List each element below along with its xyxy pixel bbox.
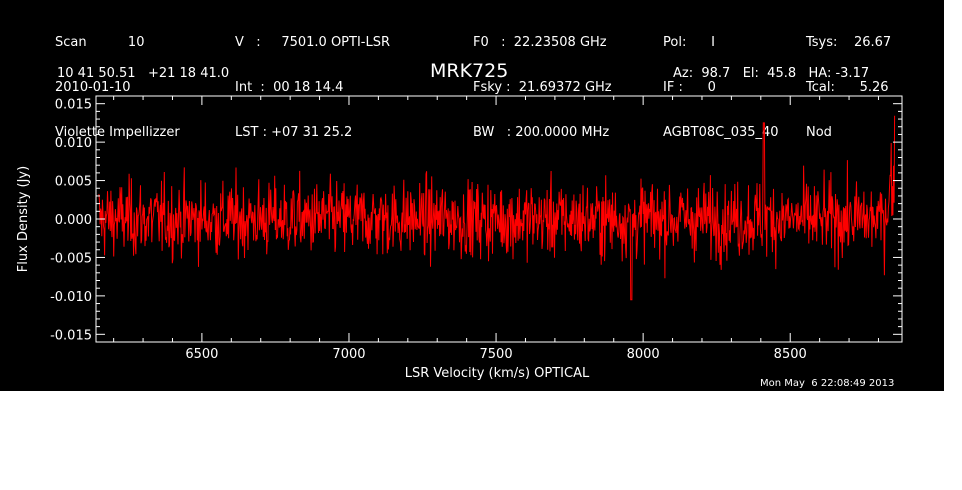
plot-panel: Scan 10 2010-01-10 Violette Impellizzer … [0, 0, 944, 391]
f0-label: F0 : 22.23508 GHz [473, 35, 607, 50]
x-tick-label: 7000 [332, 347, 365, 362]
y-axis: -0.015 -0.010 -0.005 0.000 0.005 0.010 0.015 [50, 98, 902, 343]
project-label: AGBT08C_035_40 [663, 125, 779, 140]
spectrum-chart: 6500 7000 7500 8000 8500 -0.015 -0.010 -0.005 0… [16, 95, 903, 381]
y-tick-label: -0.015 [50, 328, 92, 343]
header-velocity-info: V : 7501.0 OPTI-LSR Int : 00 18 14.4 LST… [235, 5, 390, 170]
x-tick-label: 6500 [185, 347, 218, 362]
y-tick-label: 0.000 [55, 213, 92, 228]
x-axis-label: LSR Velocity (km/s) OPTICAL [405, 366, 590, 381]
header-frequency-info: F0 : 22.23508 GHz Fsky : 21.69372 GHz BW… [473, 5, 612, 170]
y-axis-label: Flux Density (Jy) [16, 166, 31, 272]
x-tick-label: 7500 [480, 347, 513, 362]
x-tick-label: 8000 [627, 347, 660, 362]
mode-label: Nod [806, 125, 832, 140]
header-tsys-info: Tsys: 26.67 Tcal: 5.26 Nod [806, 5, 891, 170]
lst-label: LST : +07 31 25.2 [235, 125, 353, 140]
spectrum-trace-layer [98, 115, 896, 301]
fsky-label: Fsky : 21.69372 GHz [473, 80, 612, 95]
scan-label: Scan 10 [55, 35, 145, 50]
tcal-label: Tcal: 5.26 [806, 80, 889, 95]
timestamp: Mon May 6 22:08:49 2013 [760, 378, 895, 389]
y-tick-label: -0.005 [50, 251, 92, 266]
date-label: 2010-01-10 [55, 80, 131, 95]
y-tick-label: 0.010 [55, 136, 92, 151]
observer-label: Violette Impellizzer [55, 125, 180, 140]
spectrum-line [98, 115, 896, 301]
source-title: MRK725 [430, 60, 509, 82]
y-tick-label: 0.015 [55, 98, 92, 113]
x-axis: 6500 7000 7500 8000 8500 [113, 96, 879, 362]
pointing-info: Az: 98.7 El: 45.8 HA: -3.17 [673, 66, 870, 81]
bandwidth-label: BW : 200.0000 MHz [473, 125, 610, 140]
source-coordinates: 10 41 50.51 +21 18 41.0 [57, 66, 230, 81]
if-label: IF : 0 [663, 80, 716, 95]
tsys-label: Tsys: 26.67 [806, 35, 892, 50]
velocity-label: V : 7501.0 OPTI-LSR [235, 35, 391, 50]
integration-label: Int : 00 18 14.4 [235, 80, 344, 95]
x-tick-label: 8500 [774, 347, 807, 362]
y-tick-label: 0.005 [55, 175, 92, 190]
pol-label: Pol: I [663, 35, 715, 50]
header-pol-info: Pol: I IF : 0 AGBT08C_035_40 [663, 5, 779, 170]
header-scan-info: Scan 10 2010-01-10 Violette Impellizzer [55, 5, 180, 170]
y-tick-label: -0.010 [50, 290, 92, 305]
